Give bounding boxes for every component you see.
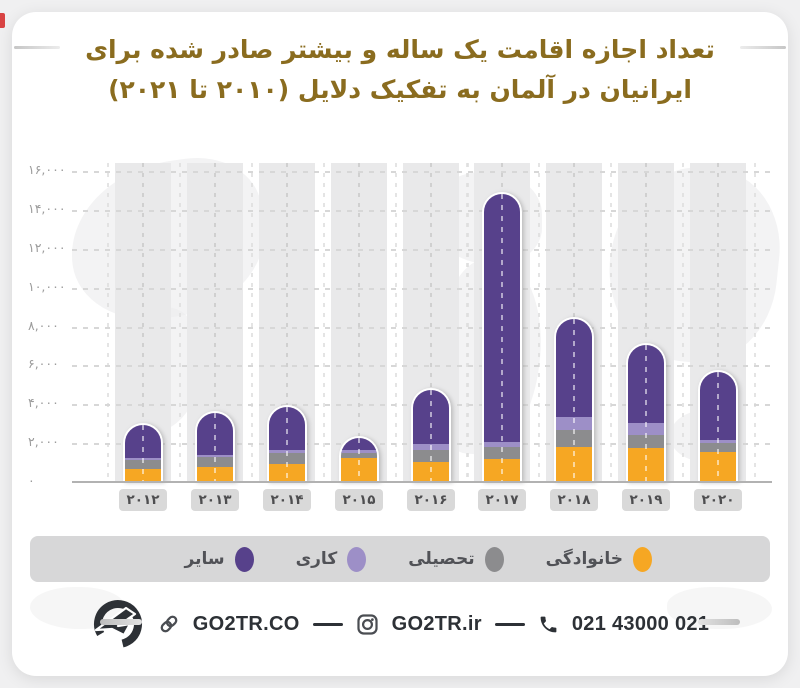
y-axis-tick-label: ۱۶,۰۰۰ — [28, 162, 66, 177]
y-axis-tick-label: ۱۴,۰۰۰ — [28, 200, 66, 216]
bar-۲۰۱۲ — [123, 422, 163, 482]
horizontal-gridline — [72, 287, 770, 290]
bar-۲۰۲۰ — [698, 370, 738, 482]
phone-label: 021 43000 021 — [571, 612, 710, 635]
bar-۲۰۱۷ — [482, 192, 522, 482]
column-center-dashline — [717, 163, 719, 482]
vertical-gridline — [323, 163, 325, 482]
x-axis-label: ۲۰۱۳ — [191, 489, 239, 511]
bar-۲۰۱۹ — [626, 342, 666, 482]
legend-label: سایر — [184, 549, 225, 569]
title-side-dash — [14, 46, 60, 49]
bar-center-dashline — [501, 194, 503, 482]
horizontal-gridline — [72, 326, 770, 329]
phone-icon — [540, 616, 557, 632]
bar-center-dashline — [214, 412, 216, 482]
infographic-card: تعداد اجازه اقامت یک ساله و بیشتر صادر ش… — [12, 12, 788, 676]
column-center-dashline — [430, 163, 432, 482]
legend-item: سایر — [184, 546, 254, 572]
instagram-icon — [357, 613, 378, 635]
vertical-gridline — [251, 163, 253, 482]
link-icon — [160, 615, 178, 633]
page-title: تعداد اجازه اقامت یک ساله و بیشتر صادر ش… — [12, 30, 788, 110]
column-center-dashline — [142, 163, 144, 482]
vertical-gridline — [395, 163, 397, 482]
horizontal-gridline — [72, 365, 770, 368]
bar-chart: ۰ ۲,۰۰۰ ۴,۰۰۰ ۶,۰۰۰ ۸,۰۰۰ ۱۰,۰۰۰ ۱۲,۰۰۰ ۱۴,۰۰۰ ۱… — [12, 12, 788, 676]
title-line-2: ایرانیان در آلمان به تفکیک دلایل (۲۰۱۰ ت… — [108, 75, 692, 104]
chart-legend: خانوادگی تحصیلی کاری سایر — [30, 536, 770, 582]
horizontal-gridline — [72, 171, 770, 173]
legend-swatch-خانوادگی — [633, 546, 652, 572]
x-axis-baseline — [72, 481, 772, 483]
vertical-gridline — [538, 163, 540, 482]
y-axis-tick-label: ۴,۰۰۰ — [28, 395, 59, 411]
bar-center-dashline — [286, 407, 288, 482]
legend-label: تحصیلی — [408, 549, 475, 569]
bar-center-dashline — [645, 344, 647, 482]
x-axis-label: ۲۰۱۵ — [335, 489, 383, 511]
vertical-gridline — [466, 163, 468, 482]
legend-label: خانوادگی — [545, 549, 623, 569]
y-axis-tick-label: ۸,۰۰۰ — [28, 317, 59, 333]
x-axis-label: ۲۰۱۴ — [263, 489, 311, 511]
legend-swatch-تحصیلی — [484, 546, 504, 572]
legend-item: خانوادگی — [545, 546, 652, 572]
bar-۲۰۱۳ — [195, 410, 235, 482]
y-axis-tick-label: ۲,۰۰۰ — [28, 434, 59, 450]
footer-bar: GO2TR.CO GO2TR.ir 021 43000 021 — [12, 596, 788, 652]
horizontal-gridline — [72, 248, 770, 251]
bar-center-dashline — [358, 438, 360, 482]
title-line-1: تعداد اجازه اقامت یک ساله و بیشتر صادر ش… — [85, 35, 715, 64]
title-side-dash — [740, 46, 786, 49]
website-label: GO2TR.CO — [192, 612, 300, 635]
legend-item: کاری — [295, 546, 367, 572]
footer-separator — [494, 622, 525, 626]
column-center-dashline — [358, 163, 360, 482]
x-axis-label: ۲۰۱۹ — [622, 489, 670, 511]
x-axis-label: ۲۰۲۰ — [694, 489, 742, 511]
instagram-label: GO2TR.ir — [391, 612, 482, 635]
y-axis-tick-label: ۶,۰۰۰ — [28, 356, 59, 372]
footer-side-dash — [100, 619, 142, 625]
x-axis-label: ۲۰۱۶ — [407, 489, 455, 511]
bar-۲۰۱۴ — [267, 405, 307, 482]
column-center-dashline — [214, 163, 216, 482]
column-center-dashline — [286, 163, 288, 482]
y-axis-tick-label: ۱۲,۰۰۰ — [28, 239, 66, 255]
x-axis-label: ۲۰۱۲ — [119, 489, 167, 511]
bar-center-dashline — [142, 424, 144, 482]
legend-swatch-کاری — [347, 546, 367, 572]
vertical-gridline — [179, 163, 181, 482]
horizontal-gridline — [72, 209, 770, 212]
y-axis-tick-label: ۱۰,۰۰۰ — [28, 278, 66, 294]
legend-swatch-سایر — [234, 546, 254, 572]
bar-center-dashline — [717, 372, 719, 482]
vertical-gridline — [682, 163, 684, 482]
red-corner-mark — [0, 13, 5, 28]
column-center-dashline — [645, 163, 647, 482]
bar-center-dashline — [430, 389, 432, 482]
vertical-gridline — [610, 163, 612, 482]
legend-label: کاری — [295, 549, 338, 569]
bar-۲۰۱۶ — [411, 387, 451, 482]
vertical-gridline — [754, 163, 756, 482]
y-axis-tick-label: ۰ — [28, 473, 35, 488]
x-axis-label: ۲۰۱۸ — [550, 489, 598, 511]
vertical-gridline — [107, 163, 109, 482]
bar-center-dashline — [573, 318, 575, 482]
vertical-gridline — [467, 163, 469, 482]
x-axis-label: ۲۰۱۷ — [478, 489, 526, 511]
bar-۲۰۱۸ — [554, 316, 594, 482]
legend-item: تحصیلی — [408, 546, 504, 572]
footer-side-dash — [698, 619, 740, 625]
bar-۲۰۱۵ — [339, 436, 379, 482]
footer-separator — [312, 622, 343, 626]
